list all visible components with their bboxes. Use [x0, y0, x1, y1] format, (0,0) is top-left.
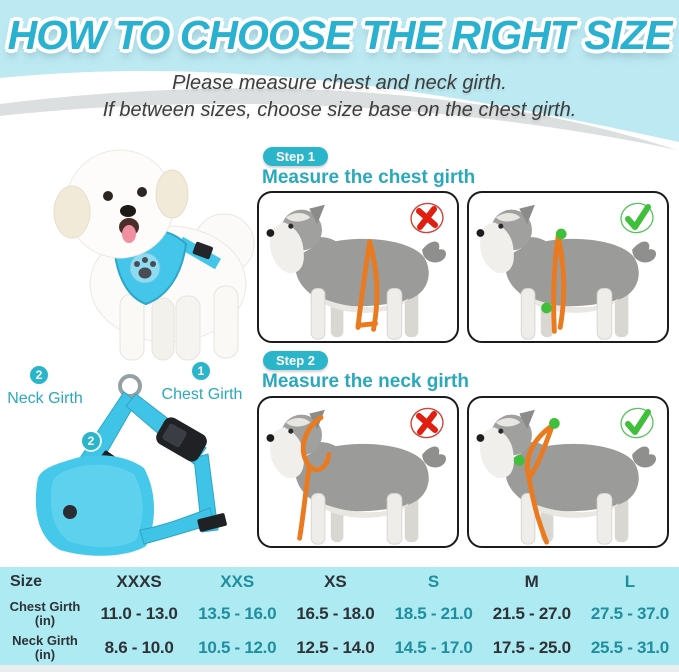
measuring-tape-belly-wrong — [355, 239, 380, 332]
bottom-divider — [0, 665, 679, 672]
measuring-tape-neck-wrong — [297, 415, 332, 541]
neck-girth-label: Neck Girth — [7, 390, 83, 407]
table-cell: 18.5 - 21.0 — [394, 604, 473, 623]
strap-adjuster-icon — [197, 513, 227, 532]
measure-point-dot — [555, 228, 567, 240]
table-cell: 25.5 - 31.0 — [590, 638, 669, 657]
table-header-xxxs: XXXS — [116, 572, 162, 591]
table-header-m: M — [524, 572, 539, 591]
row-unit-text: (in) — [34, 647, 56, 662]
dog-wearing-harness-photo — [53, 149, 255, 361]
neck-girth-marker: 2 — [30, 366, 48, 384]
chest-girth-row-label: Chest Girth (in) — [0, 598, 90, 629]
neck-strap-marker: 2 — [82, 432, 100, 450]
table-header-xs: XS — [324, 572, 347, 591]
chest-girth-marker: 1 — [192, 362, 210, 380]
schnauzer-dog-photo — [266, 204, 447, 340]
row-label-text: Chest Girth — [9, 598, 81, 614]
step-2-wrong-panel — [257, 396, 459, 548]
table-header-l: L — [624, 572, 636, 591]
harness-product-image — [35, 374, 227, 556]
measuring-tape-neck-right — [524, 422, 555, 545]
table-cell: 21.5 - 27.0 — [492, 604, 571, 623]
measure-point-dot — [549, 418, 560, 429]
table-header-s: S — [427, 572, 440, 591]
measuring-tape-chest-right — [551, 233, 567, 334]
measure-point-dot — [541, 302, 552, 314]
step-2-right-panel — [467, 396, 669, 548]
row-unit-text: (in) — [34, 613, 56, 628]
table-cell: 27.5 - 37.0 — [590, 604, 669, 623]
table-cell: 13.5 - 16.0 — [198, 604, 277, 623]
row-label-text: Neck Girth — [12, 632, 78, 648]
table-cell: 10.5 - 12.0 — [198, 638, 277, 657]
table-cell: 12.5 - 14.0 — [296, 638, 375, 657]
chest-ring-icon — [63, 505, 77, 519]
table-cell: 14.5 - 17.0 — [394, 638, 473, 657]
step-1-badge: Step 1 — [263, 147, 329, 166]
step-2-badge: Step 2 — [263, 351, 329, 370]
step-1-heading: Measure the chest girth — [262, 167, 476, 188]
measure-point-dot — [513, 455, 525, 466]
step-1-right-panel — [467, 191, 669, 343]
table-cell: 16.5 - 18.0 — [296, 604, 375, 623]
green-check-icon — [619, 200, 655, 236]
green-check-icon — [619, 405, 655, 441]
schnauzer-dog-photo — [476, 409, 657, 545]
table-cell: 17.5 - 25.0 — [492, 638, 571, 657]
step-1-wrong-panel — [257, 191, 459, 343]
buckle-icon — [156, 417, 207, 462]
chest-girth-label: Chest Girth — [161, 386, 243, 403]
d-ring-icon — [118, 374, 142, 398]
neck-girth-row-label: Neck Girth (in) — [0, 632, 90, 663]
table-cell: 11.0 - 13.0 — [100, 604, 178, 623]
step-2-heading: Measure the neck girth — [262, 371, 469, 392]
table-header-size: Size — [10, 573, 43, 590]
subtitle-line-2: If between sizes, choose size base on th… — [102, 99, 577, 121]
table-header-xxs: XXS — [220, 572, 255, 591]
subtitle-line-1: Please measure chest and neck girth. — [172, 72, 507, 94]
red-cross-icon — [409, 200, 445, 236]
schnauzer-dog-photo — [476, 204, 657, 340]
size-chart-table: Size XXXS XXS XS S M L Chest Girth (in) … — [0, 567, 679, 665]
table-cell: 8.6 - 10.0 — [104, 638, 174, 657]
schnauzer-dog-photo — [266, 409, 447, 545]
page-title: HOW TO CHOOSE THE RIGHT SIZE — [7, 12, 673, 58]
red-cross-icon — [409, 405, 445, 441]
header-background — [0, 0, 679, 172]
